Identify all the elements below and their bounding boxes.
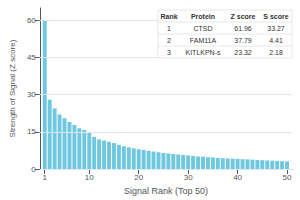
- svg-text:30: 30: [27, 90, 36, 99]
- svg-text:1: 1: [167, 25, 171, 32]
- svg-text:40: 40: [233, 173, 242, 182]
- svg-text:Protein: Protein: [191, 13, 215, 20]
- svg-text:0: 0: [31, 165, 36, 174]
- svg-text:2: 2: [167, 37, 171, 44]
- svg-text:1: 1: [43, 173, 48, 182]
- svg-text:33.27: 33.27: [267, 25, 285, 32]
- svg-text:10: 10: [85, 173, 94, 182]
- svg-text:S score: S score: [263, 13, 288, 20]
- svg-text:Rank: Rank: [160, 13, 177, 20]
- svg-text:15: 15: [27, 127, 36, 136]
- svg-text:30: 30: [184, 173, 193, 182]
- svg-text:Z score: Z score: [231, 13, 256, 20]
- svg-text:Strength of Signal (Z score): Strength of Signal (Z score): [8, 39, 17, 137]
- svg-text:4.41: 4.41: [269, 37, 283, 44]
- svg-text:61.96: 61.96: [234, 25, 252, 32]
- svg-text:23.32: 23.32: [234, 49, 252, 56]
- svg-text:Signal Rank (Top 50): Signal Rank (Top 50): [124, 186, 208, 196]
- svg-text:2.18: 2.18: [269, 49, 283, 56]
- svg-text:50: 50: [283, 173, 292, 182]
- svg-text:KITLKPN-s: KITLKPN-s: [185, 49, 221, 56]
- svg-text:60: 60: [27, 16, 36, 25]
- svg-text:CTSD: CTSD: [193, 25, 212, 32]
- svg-text:45: 45: [27, 53, 36, 62]
- svg-text:20: 20: [134, 173, 143, 182]
- svg-text:37.79: 37.79: [234, 37, 252, 44]
- svg-text:FAM11A: FAM11A: [190, 37, 217, 44]
- svg-text:3: 3: [167, 49, 171, 56]
